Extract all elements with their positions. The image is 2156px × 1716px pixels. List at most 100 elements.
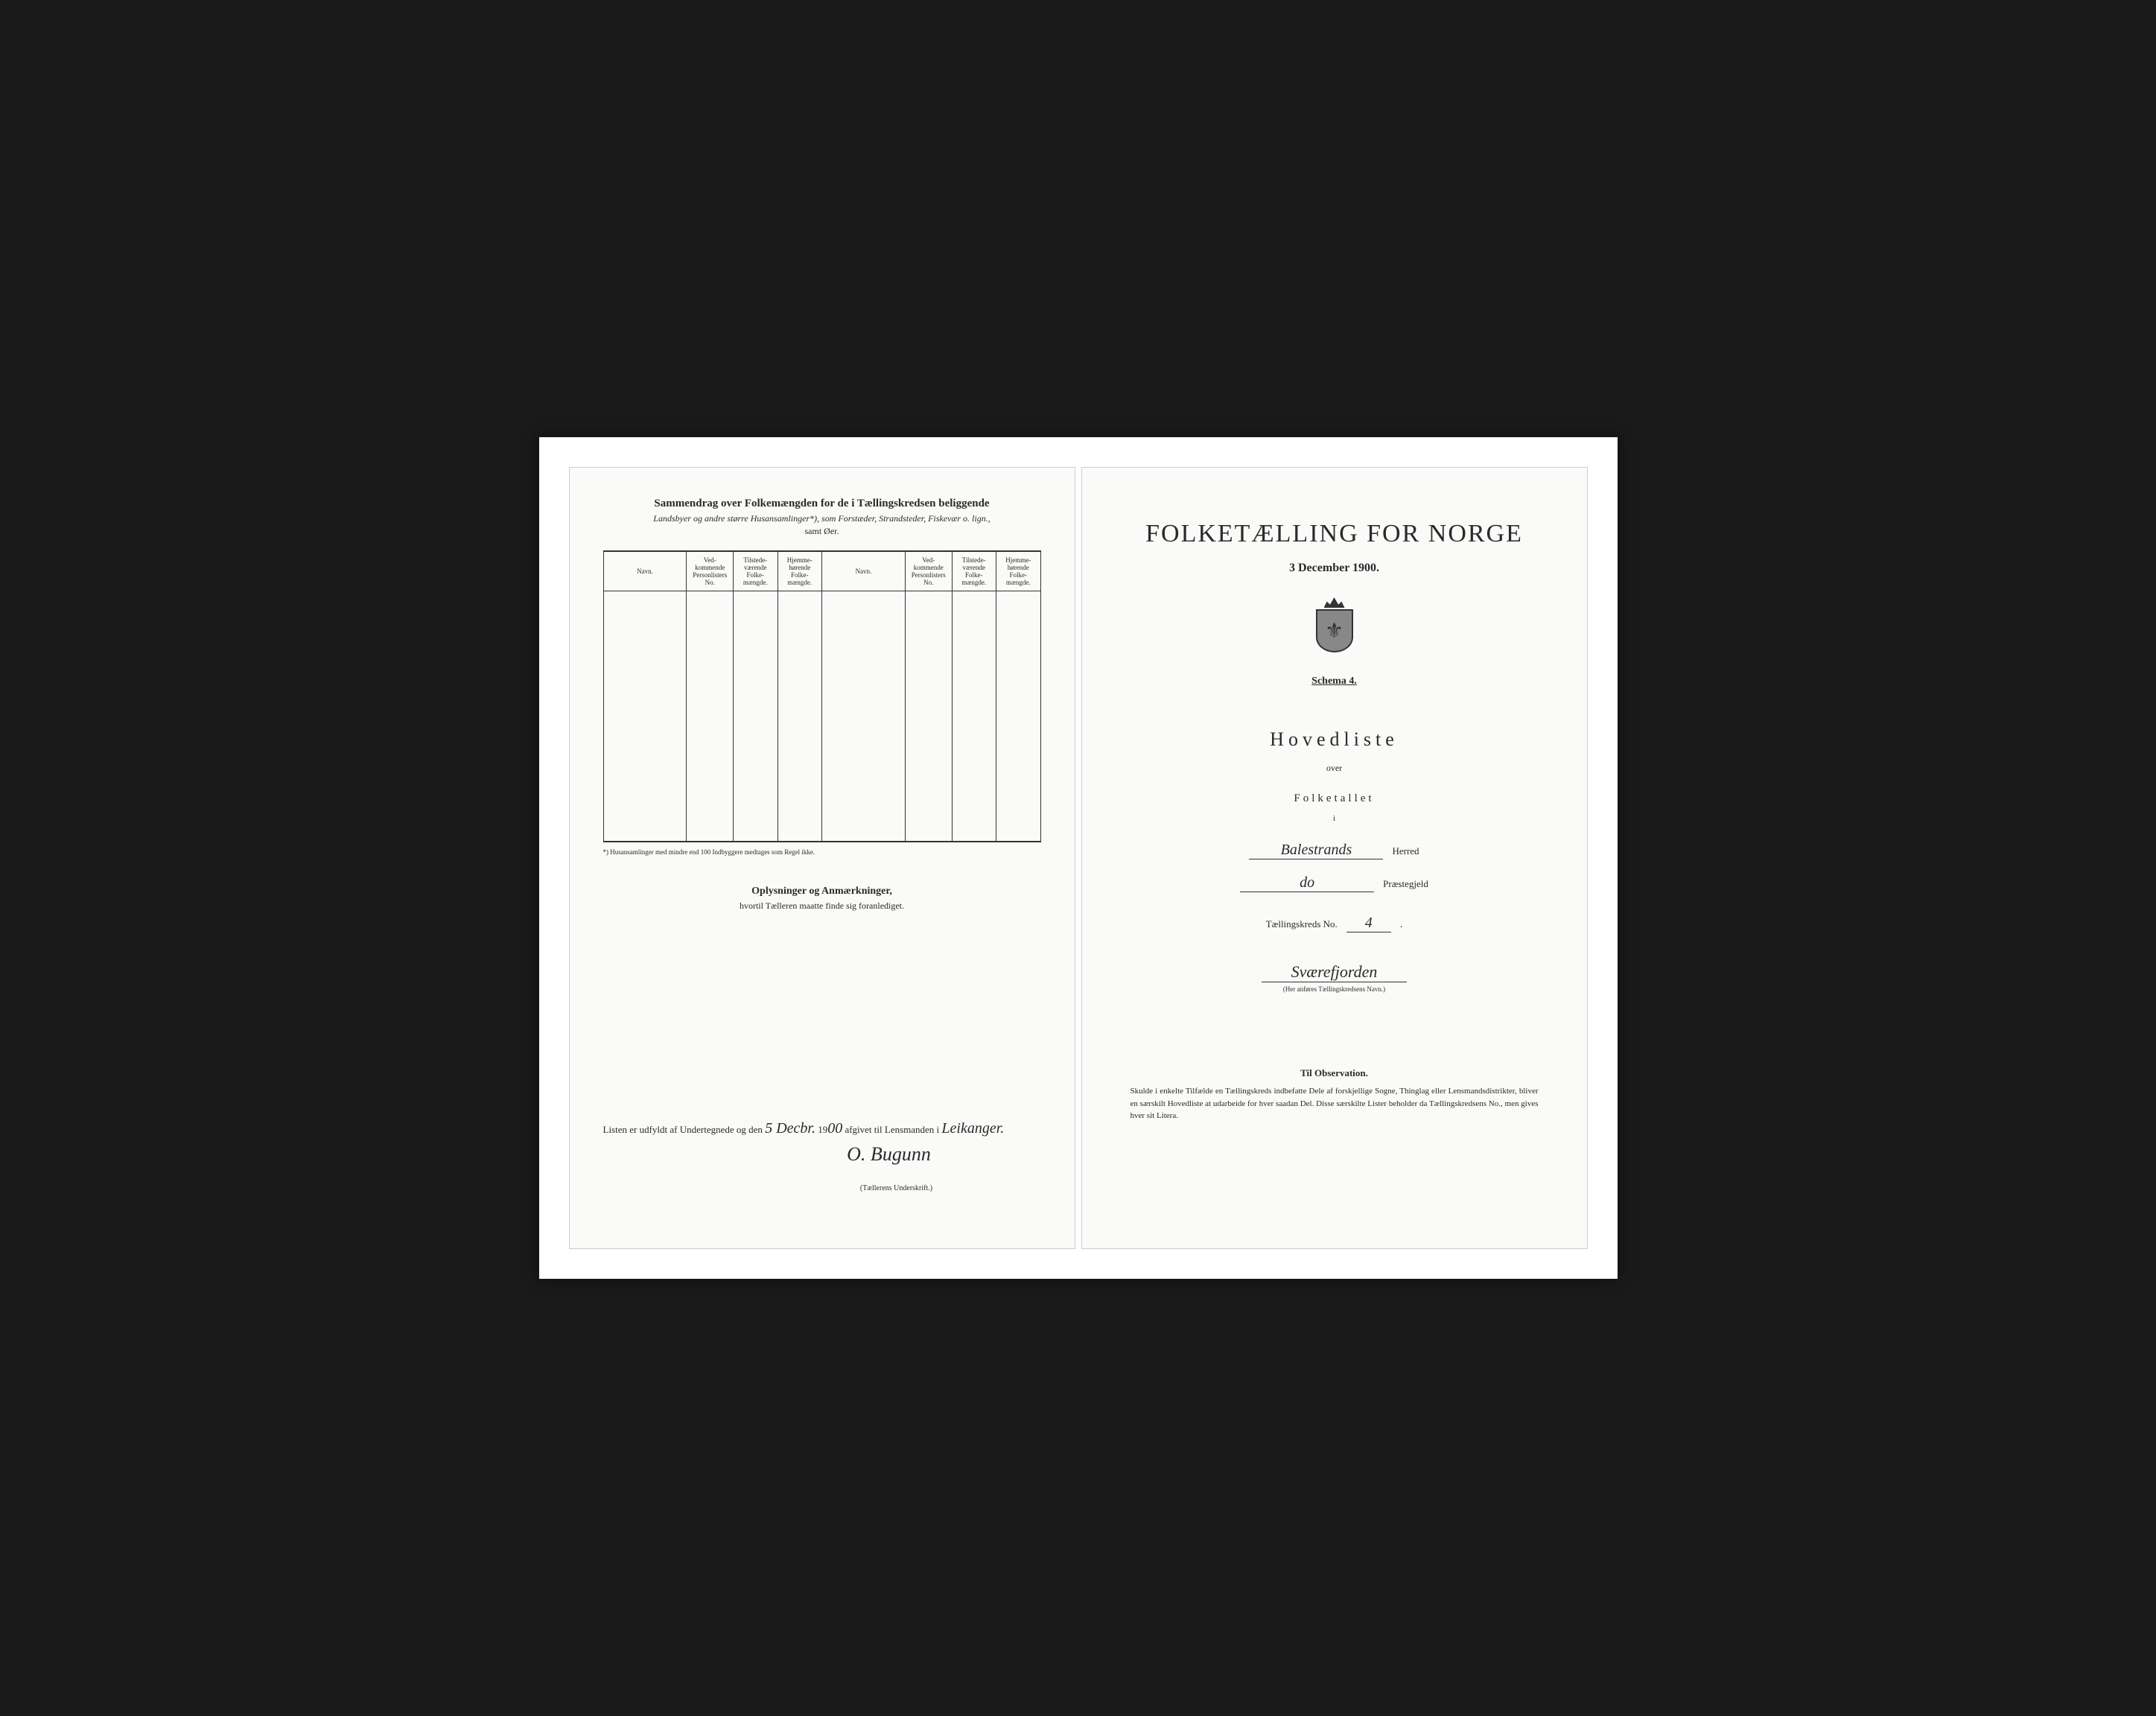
table-cell [778,800,821,821]
table-cell [996,633,1040,654]
table-cell [905,779,952,800]
table-cell [687,821,734,842]
herred-value: Balestrands [1249,842,1383,859]
left-page-subtitle-2: samt Øer. [603,526,1041,537]
table-cell [687,633,734,654]
notes-title: Oplysninger og Anmærkninger, [603,886,1041,897]
i-label: i [1116,814,1554,823]
table-cell [952,800,996,821]
folketallet-label: Folketallet [1116,792,1554,805]
table-cell [687,675,734,696]
table-cell [905,800,952,821]
table-cell [905,633,952,654]
table-cell [603,779,687,800]
table-body [603,591,1040,842]
observation-text: Skulde i enkelte Tilfælde en Tællingskre… [1116,1085,1554,1122]
table-row [603,758,1040,779]
document-frame: Sammendrag over Folkemængden for de i Tæ… [539,437,1618,1279]
table-cell [821,612,905,633]
table-cell [905,675,952,696]
table-cell [778,716,821,737]
table-cell [687,654,734,675]
right-page: FOLKETÆLLING FOR NORGE 3 December 1900. … [1081,467,1588,1249]
table-header: Hjemme- hørende Folke- mængde. [778,551,821,591]
table-cell [603,821,687,842]
herred-line: Balestrands Herred [1116,842,1554,859]
table-cell [821,633,905,654]
table-cell [734,675,778,696]
signature-name: O. Bugunn [847,1143,931,1165]
document-main-title: FOLKETÆLLING FOR NORGE [1116,520,1554,548]
table-cell [996,779,1040,800]
table-row [603,591,1040,612]
summary-table: Navn. Ved- kommende Personlisters No. Ti… [603,550,1041,842]
table-cell [778,675,821,696]
herred-label: Herred [1392,845,1419,857]
observation-title: Til Observation. [1116,1067,1554,1079]
table-cell [687,612,734,633]
table-cell [952,779,996,800]
table-row [603,633,1040,654]
schema-label: Schema 4. [1116,676,1554,687]
table-cell [603,737,687,758]
table-cell [734,821,778,842]
kreds-name-caption: (Her anføres Tællingskredsens Navn.) [1116,985,1554,993]
table-cell [905,716,952,737]
table-row [603,716,1040,737]
table-header: Ved- kommende Personlisters No. [905,551,952,591]
table-cell [734,737,778,758]
table-cell [603,758,687,779]
table-footnote: *) Husansamlinger med mindre end 100 Ind… [603,848,1041,856]
table-row [603,737,1040,758]
table-cell [687,591,734,612]
table-cell [996,612,1040,633]
table-row [603,821,1040,842]
table-cell [952,696,996,716]
praestegjeld-label: Præstegjeld [1383,878,1428,890]
table-cell [996,591,1040,612]
notes-subtitle: hvortil Tælleren maatte finde sig foranl… [603,900,1041,912]
coat-of-arms-icon: ⚜ [1312,597,1357,653]
table-cell [603,591,687,612]
table-header: Hjemme- hørende Folke- mængde. [996,551,1040,591]
table-cell [734,716,778,737]
table-cell [734,612,778,633]
table-cell [952,633,996,654]
table-cell [778,654,821,675]
table-cell [687,779,734,800]
table-cell [603,633,687,654]
table-header: Navn. [821,551,905,591]
table-cell [734,800,778,821]
table-cell [603,800,687,821]
kreds-number: 4 [1346,915,1391,932]
table-cell [734,758,778,779]
table-cell [821,758,905,779]
table-cell [821,779,905,800]
table-cell [996,737,1040,758]
table-cell [778,612,821,633]
table-cell [821,696,905,716]
table-cell [952,612,996,633]
table-cell [778,633,821,654]
table-header: Tilstede- værende Folke- mængde. [952,551,996,591]
table-cell [778,779,821,800]
hovedliste-label: Hovedliste [1116,728,1554,751]
praestegjeld-value: do [1240,874,1374,892]
table-row [603,696,1040,716]
signature-year: 00 [827,1120,842,1137]
table-cell [952,821,996,842]
signature-caption: (Tællerens Underskrift.) [752,1184,1041,1192]
table-row [603,654,1040,675]
table-cell [905,654,952,675]
table-cell [905,591,952,612]
table-row [603,800,1040,821]
table-cell [821,821,905,842]
table-row [603,612,1040,633]
table-cell [687,800,734,821]
table-cell [952,758,996,779]
table-cell [778,591,821,612]
table-cell [603,696,687,716]
census-date: 3 December 1900. [1116,562,1554,575]
table-cell [905,737,952,758]
table-cell [687,737,734,758]
